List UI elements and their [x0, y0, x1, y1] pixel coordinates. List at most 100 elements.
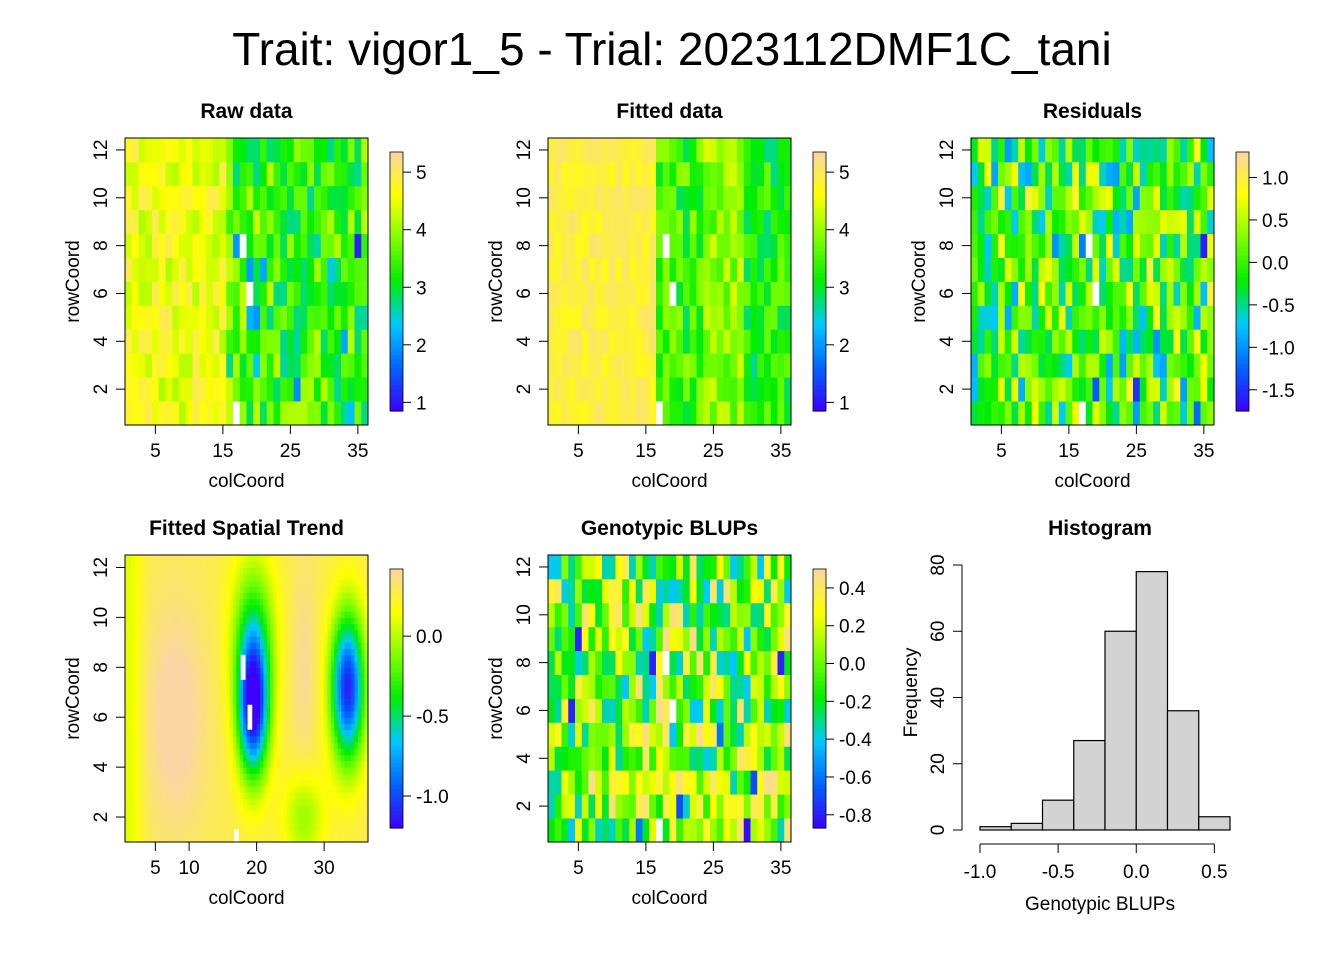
spatial-surface-cell [249, 636, 254, 643]
spatial-surface-cell [347, 654, 352, 662]
spatial-surface-cell [293, 798, 298, 806]
spatial-surface-cell [330, 817, 335, 824]
spatial-surface-cell [179, 829, 183, 837]
fitted-cell [777, 401, 785, 426]
spatial-legend-swatch [390, 676, 403, 682]
spatial-surface-cell [206, 686, 210, 693]
spatial-surface-cell [357, 586, 362, 593]
raw-cell [226, 305, 234, 330]
spatial-surface-cell [246, 829, 251, 837]
raw-legend-swatch [390, 199, 403, 205]
raw-legend-swatch [390, 346, 403, 352]
fitted-cell [689, 353, 697, 378]
spatial-surface-cell [307, 629, 312, 637]
spatial-surface-cell [243, 729, 247, 737]
spatial-surface-cell [351, 742, 355, 749]
spatial-surface-cell [324, 748, 328, 756]
spatial-surface-cell [216, 754, 220, 762]
spatial-surface-cell [330, 636, 335, 643]
fitted-cell [683, 233, 691, 258]
raw-cell [307, 401, 315, 426]
spatial-surface-cell [138, 579, 143, 587]
spatial-surface-cell [283, 723, 288, 731]
raw-cell [145, 281, 153, 306]
spatial-surface-cell [128, 798, 133, 806]
fitted-x-tick-label: 25 [703, 441, 724, 462]
spatial-surface-cell [344, 648, 349, 656]
spatial-surface-cell [249, 810, 254, 818]
fitted-y-tick-label: 12 [514, 139, 535, 160]
residuals-legend-swatch [1236, 186, 1249, 192]
raw-cell [233, 353, 241, 378]
spatial-surface-cell [145, 579, 150, 587]
raw-cell [192, 257, 200, 282]
spatial-surface-cell [297, 623, 301, 631]
spatial-surface-cell [327, 710, 332, 718]
spatial-surface-cell [283, 673, 288, 681]
raw-cell [219, 257, 227, 282]
spatial-legend-swatch [390, 741, 403, 747]
residuals-legend-swatch [1236, 380, 1249, 386]
spatial-surface-cell [209, 586, 214, 593]
spatial-surface-cell [307, 829, 312, 837]
spatial-surface-cell [162, 810, 166, 818]
residuals-cell [1004, 329, 1012, 354]
fitted-cell [615, 281, 623, 306]
spatial-surface-cell [222, 829, 227, 837]
residuals-cell [1119, 233, 1127, 258]
fitted-cell [696, 401, 704, 426]
spatial-surface-cell [233, 617, 237, 625]
residuals-cell [1173, 281, 1181, 306]
spatial-surface-cell [135, 667, 139, 675]
spatial-surface-cell [263, 692, 268, 699]
spatial-surface-cell [307, 592, 312, 600]
spatial-surface-cell [192, 823, 197, 831]
spatial-surface-cell [273, 735, 278, 743]
spatial-surface-cell [212, 686, 217, 693]
spatial-surface-cell [138, 692, 143, 699]
spatial-surface-cell [344, 829, 349, 837]
spatial-surface-cell [158, 729, 163, 737]
spatial-surface-cell [195, 579, 200, 587]
spatial-surface-cell [229, 717, 234, 724]
residuals-cell [1200, 257, 1208, 282]
spatial-surface-cell [249, 686, 254, 693]
spatial-surface-cell [199, 592, 204, 600]
spatial-surface-cell [195, 661, 200, 668]
spatial-surface-cell [179, 679, 183, 687]
spatial-surface-cell [192, 586, 197, 593]
spatial-surface-cell [297, 829, 301, 837]
spatial-surface-cell [337, 748, 342, 756]
spatial-surface-cell [239, 629, 244, 637]
spatial-surface-cell [236, 735, 241, 743]
spatial-surface-cell [165, 598, 170, 606]
fitted-cell [608, 401, 616, 426]
spatial-surface-cell [334, 710, 339, 718]
raw-cell [347, 138, 355, 163]
spatial-surface-cell [364, 798, 369, 806]
fitted-cell [757, 161, 765, 187]
spatial-surface-cell [320, 642, 325, 650]
residuals-legend-swatch [1236, 225, 1249, 231]
spatial-surface-cell [162, 717, 166, 724]
spatial-surface-cell [337, 804, 342, 812]
raw-cell [172, 138, 180, 163]
spatial-legend-swatch [390, 702, 403, 708]
spatial-surface-cell [266, 642, 271, 650]
fitted-cell [662, 138, 670, 163]
spatial-surface-cell [209, 661, 214, 668]
fitted-cell [683, 138, 691, 163]
fitted-cell [554, 353, 562, 378]
spatial-surface-cell [152, 604, 156, 612]
residuals-cell [1166, 377, 1174, 402]
spatial-surface-cell [287, 785, 291, 793]
spatial-surface-cell [229, 579, 234, 587]
raw-x-tick-label: 5 [150, 441, 161, 462]
fitted-cell [561, 233, 569, 258]
spatial-surface-cell [199, 673, 204, 681]
spatial-surface-cell [276, 623, 281, 631]
spatial-surface-cell [344, 773, 349, 781]
spatial-surface-cell [199, 692, 204, 699]
spatial-surface-cell [165, 729, 170, 737]
spatial-surface-cell [239, 729, 244, 737]
